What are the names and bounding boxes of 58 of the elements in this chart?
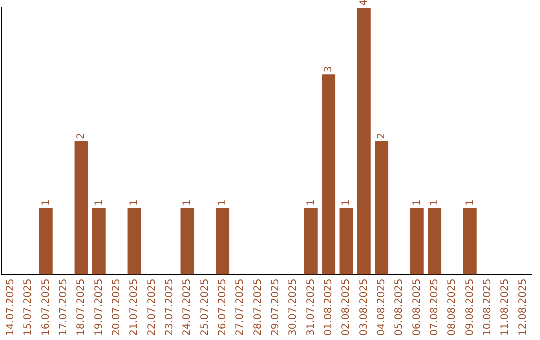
x-tick-label: 06.08.2025 [412, 278, 423, 336]
x-tick-label: 11.08.2025 [500, 278, 512, 336]
data-label: 4 [358, 0, 370, 6]
bar [428, 208, 442, 275]
x-tick-label: 12.08.2025 [518, 278, 529, 336]
data-label: 1 [464, 200, 476, 206]
data-label: 3 [323, 66, 334, 73]
data-label: 1 [429, 200, 440, 206]
bar [463, 208, 477, 275]
x-tick-label: 01.08.2025 [323, 278, 334, 336]
x-tick-label: 15.07.2025 [23, 278, 34, 336]
data-label: 1 [40, 200, 52, 206]
x-tick-label: 02.08.2025 [341, 278, 352, 336]
x-tick-label: 29.07.2025 [270, 278, 282, 336]
bar [340, 208, 354, 275]
bar [39, 208, 53, 275]
x-tick-label: 09.08.2025 [464, 278, 476, 336]
data-label: 1 [94, 200, 105, 206]
x-tick-label: 18.07.2025 [76, 278, 88, 336]
x-tick-label: 08.08.2025 [447, 278, 458, 336]
x-tick-label: 19.07.2025 [94, 278, 105, 336]
data-label: 1 [182, 200, 194, 206]
x-tick-label: 28.07.2025 [252, 278, 264, 336]
data-label: 1 [412, 200, 423, 206]
x-tick-label: 03.08.2025 [358, 278, 370, 336]
x-tick-label: 24.07.2025 [182, 278, 194, 336]
x-tick-label: 26.07.2025 [217, 278, 228, 336]
x-tick-label: 10.08.2025 [482, 278, 494, 336]
x-tick-label: 27.07.2025 [235, 278, 246, 336]
x-tick-label: 31.07.2025 [306, 278, 317, 336]
data-label: 1 [129, 200, 140, 206]
bar [180, 208, 194, 275]
bar [357, 8, 371, 275]
x-tick-label: 30.07.2025 [288, 278, 300, 336]
bar [375, 141, 389, 275]
bar [304, 208, 318, 275]
bar [216, 208, 230, 275]
x-tick-label: 22.07.2025 [146, 278, 158, 336]
x-tick-label: 21.07.2025 [129, 278, 140, 336]
bar [410, 208, 424, 275]
bar [74, 141, 88, 275]
bar [322, 74, 336, 275]
x-tick-label: 04.08.2025 [376, 278, 388, 336]
bar [128, 208, 142, 275]
data-label: 1 [341, 200, 352, 206]
data-label: 1 [217, 200, 228, 206]
x-tick-label: 16.07.2025 [40, 278, 52, 336]
data-label: 2 [376, 132, 388, 140]
x-tick-label: 20.07.2025 [111, 278, 122, 336]
x-tick-label: 05.08.2025 [394, 278, 406, 336]
x-tick-label: 07.08.2025 [429, 278, 440, 336]
data-label: 1 [306, 200, 317, 206]
x-tick-label: 25.07.2025 [200, 278, 211, 336]
data-label: 2 [76, 132, 88, 140]
bar [92, 208, 106, 275]
x-tick-label: 17.07.2025 [58, 278, 70, 336]
x-tick-label: 23.07.2025 [164, 278, 176, 336]
x-tick-label: 14.07.2025 [5, 278, 16, 336]
